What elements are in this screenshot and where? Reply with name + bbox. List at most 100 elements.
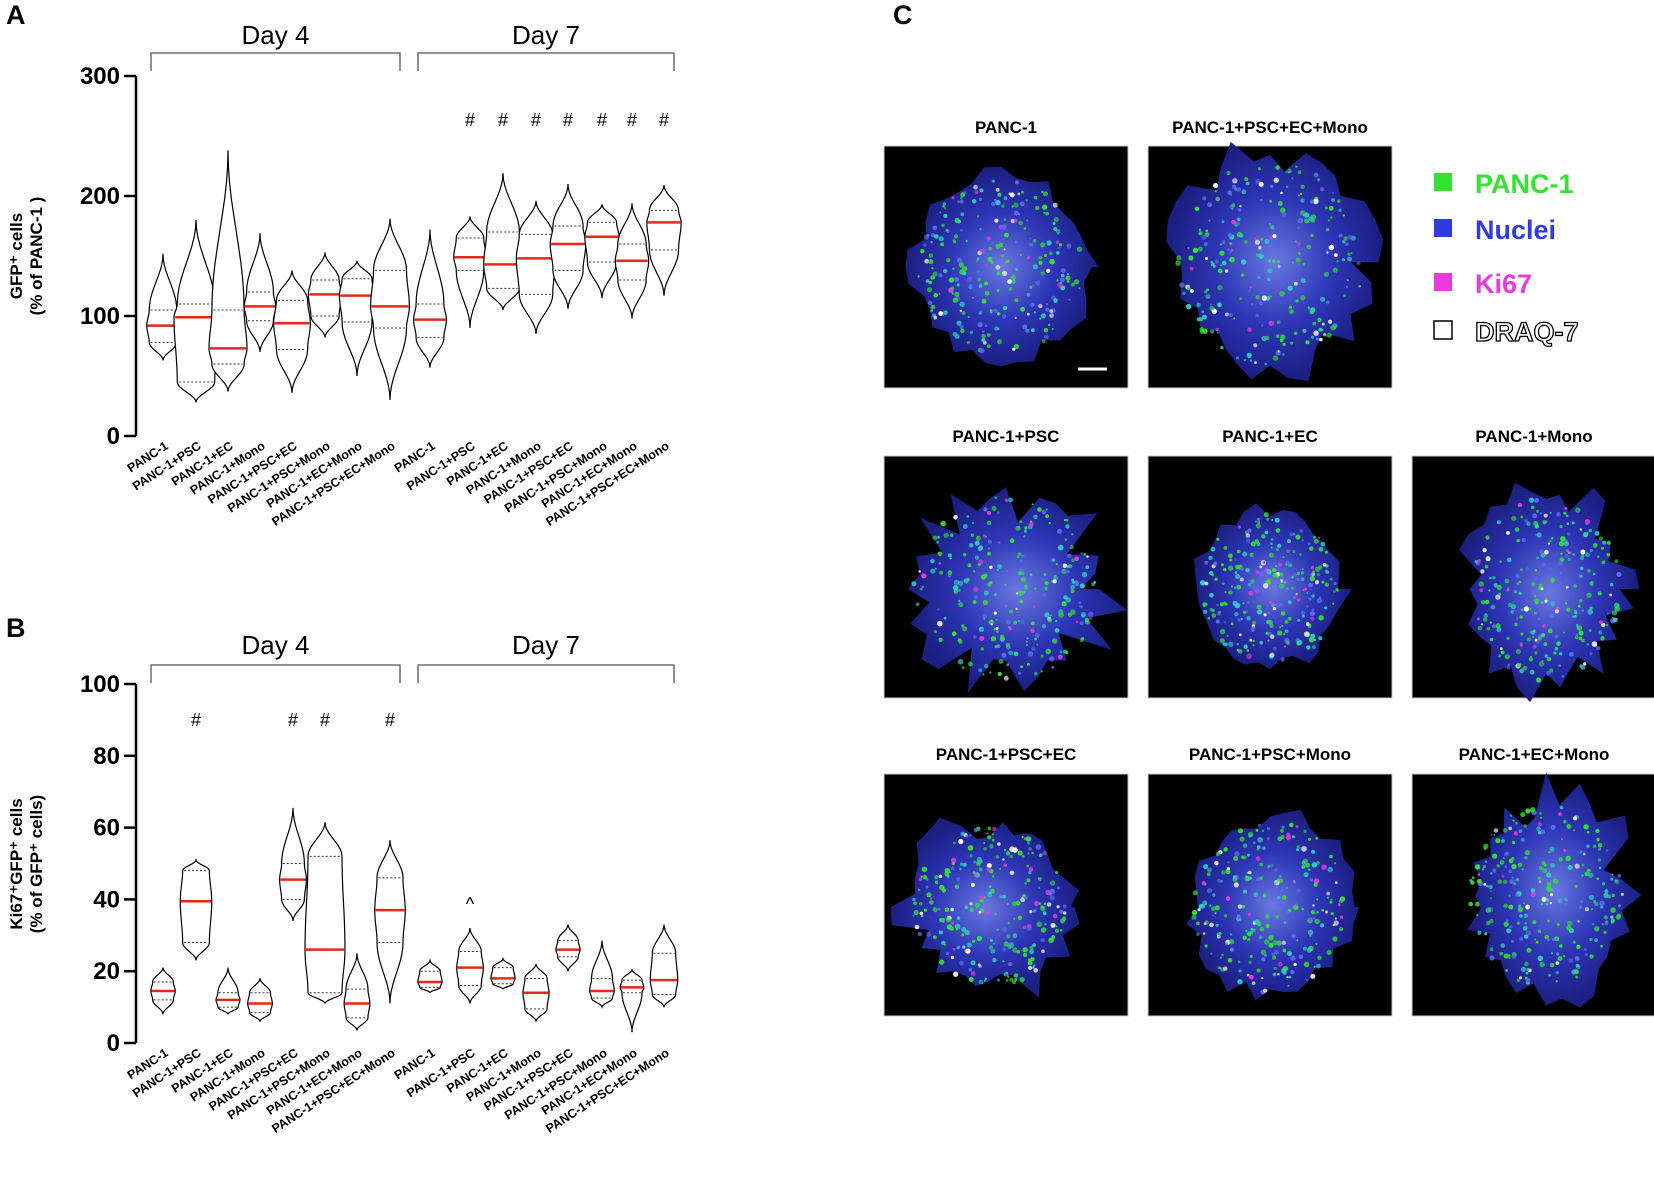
y-tick-label: 40 [93, 886, 120, 913]
violin [215, 967, 241, 1015]
microscopy-image: PANC-1+EC+Mono [1411, 745, 1654, 1017]
legend-label: PANC-1 [1475, 169, 1574, 199]
y-tick-label: 60 [93, 815, 120, 842]
group-label: Day 7 [512, 630, 580, 660]
violin [584, 204, 620, 299]
violin [456, 928, 484, 1004]
cell-speckles [1191, 822, 1346, 995]
cell-speckles [917, 179, 1083, 354]
spheroid [908, 487, 1128, 693]
significance-mark: # [465, 110, 475, 130]
panel-c-legend: PANC-1 Nuclei Ki67 DRAQ-7 [1433, 169, 1579, 348]
cell-speckles [1199, 512, 1339, 662]
microscopy-image: PANC-1+PSC+Mono [1147, 745, 1393, 1017]
chart-b: 0 20 40 60 80 100 Ki67⁺GFP⁺ cells(% of GFP⁺ ce… [7, 630, 679, 1136]
y-tick-label: 0 [107, 1030, 120, 1057]
y-axis-label: Ki67⁺GFP⁺ cells(% of GFP⁺ cells) [7, 795, 46, 933]
violin [589, 940, 615, 1009]
violin [146, 253, 180, 361]
legend-swatch [1434, 273, 1452, 291]
significance-mark: # [597, 110, 607, 130]
legend-item: DRAQ-7 [1433, 316, 1579, 348]
y-tick-label: 20 [93, 958, 120, 985]
panel-label-c: C [893, 0, 913, 30]
significance-mark: # [320, 710, 330, 730]
group-bracket [150, 664, 401, 683]
violin [343, 953, 371, 1031]
significance-mark: ^ [466, 894, 475, 914]
group-bracket [150, 52, 401, 71]
panel-label-a: A [6, 0, 26, 30]
legend-label: DRAQ-7 [1475, 317, 1579, 347]
chart-a: 0 100 200 300 GFP⁺ cells(% of PANC-1 ) Day 4 D… [7, 20, 682, 529]
legend-swatch [1433, 320, 1453, 340]
microscopy-image: PANC-1+PSC [883, 427, 1129, 699]
violin [490, 956, 516, 990]
group-label: Day 4 [242, 20, 310, 50]
y-axis-label: GFP⁺ cells(% of PANC-1 ) [7, 197, 46, 316]
violin [649, 924, 679, 1008]
legend-item: Nuclei [1434, 215, 1556, 245]
legend-label: Ki67 [1475, 269, 1532, 299]
violin [273, 270, 311, 393]
violin [304, 822, 346, 1004]
significance-mark: # [627, 110, 637, 130]
y-tick-label: 200 [80, 183, 120, 210]
y-tick-label: 80 [93, 743, 120, 770]
violin [412, 229, 448, 368]
image-title: PANC-1+Mono [1475, 427, 1592, 446]
significance-mark: # [288, 710, 298, 730]
spheroid [1458, 482, 1640, 703]
panel-c-images: PANC-1 PANC-1+PSC+EC+Mono PANC-1+PSC PANC-1… [883, 118, 1654, 1017]
microscopy-image: PANC-1+PSC+EC [883, 745, 1129, 1017]
group-label: Day 7 [512, 20, 580, 50]
violin [208, 150, 248, 392]
image-title: PANC-1+PSC [953, 427, 1060, 446]
significance-mark: # [191, 710, 201, 730]
group-label: Day 4 [242, 630, 310, 660]
microscopy-image: PANC-1 [883, 118, 1129, 389]
legend-item: PANC-1 [1434, 169, 1574, 199]
image-title: PANC-1+PSC+EC [936, 745, 1076, 764]
violin [369, 218, 411, 401]
violin [483, 173, 523, 311]
violin [247, 978, 273, 1022]
legend-label: Nuclei [1475, 215, 1556, 245]
legend-swatch [1434, 219, 1452, 237]
violin [374, 840, 406, 1004]
violin [619, 969, 645, 1033]
violin [555, 924, 581, 972]
image-title: PANC-1+PSC+EC+Mono [1172, 118, 1368, 137]
image-title: PANC-1+EC [1222, 427, 1318, 446]
group-bracket [417, 664, 675, 683]
image-title: PANC-1 [975, 118, 1037, 137]
microscopy-image: PANC-1+Mono [1411, 427, 1654, 703]
legend-swatch [1434, 173, 1452, 191]
legend-item: Ki67 [1434, 269, 1532, 299]
significance-mark: # [498, 110, 508, 130]
y-tick-label: 0 [107, 423, 120, 450]
significance-mark: # [531, 110, 541, 130]
violin [453, 216, 487, 329]
y-tick-label: 100 [80, 303, 120, 330]
microscopy-image: PANC-1+EC [1147, 427, 1393, 699]
spheroid [1193, 503, 1352, 670]
violin [549, 183, 587, 309]
cell-speckles [1175, 165, 1361, 366]
significance-mark: # [659, 110, 669, 130]
image-title: PANC-1+EC+Mono [1459, 745, 1610, 764]
significance-mark: # [563, 110, 573, 130]
violin [278, 807, 308, 921]
cell-speckles [1474, 497, 1622, 683]
group-bracket [417, 52, 675, 71]
image-title: PANC-1+PSC+Mono [1189, 745, 1351, 764]
panel-label-b: B [6, 613, 26, 643]
microscopy-image: PANC-1+PSC+EC+Mono [1147, 118, 1393, 389]
violin [338, 260, 376, 377]
y-tick-label: 100 [80, 671, 120, 698]
cell-speckles [912, 826, 1067, 985]
violin [417, 958, 443, 994]
y-tick-label: 300 [80, 63, 120, 90]
significance-mark: # [385, 710, 395, 730]
